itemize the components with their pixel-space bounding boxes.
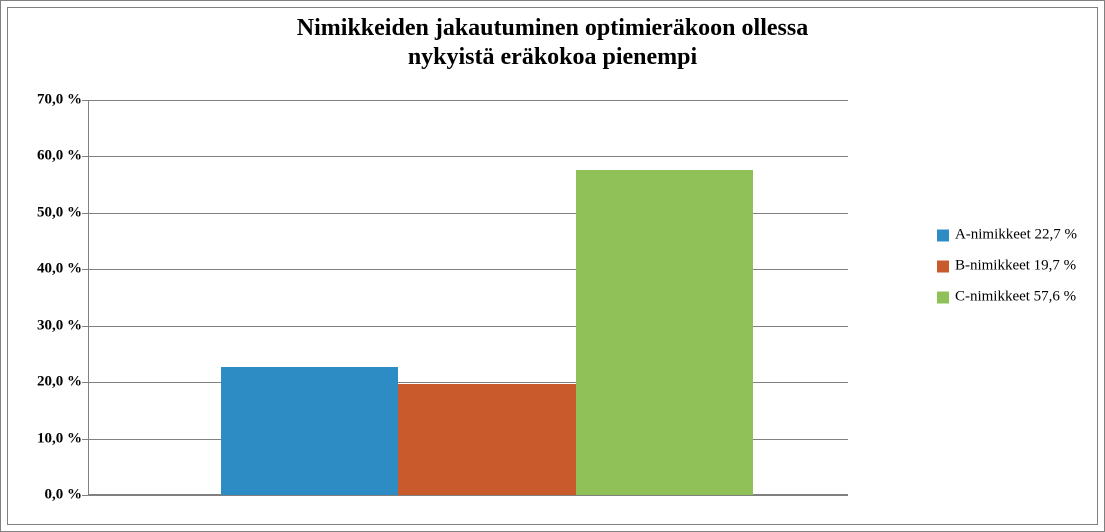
legend-label: A-nimikkeet 22,7 % xyxy=(955,227,1077,244)
legend-label: B-nimikkeet 19,7 % xyxy=(955,258,1076,275)
gridline xyxy=(88,156,848,157)
y-tick-label: 0,0 % xyxy=(45,487,89,504)
plot-area: 0,0 %10,0 %20,0 %30,0 %40,0 %50,0 %60,0 … xyxy=(88,100,848,495)
chart-frame: Nimikkeiden jakautuminen optimieräkoon o… xyxy=(7,7,1098,525)
y-tick-label: 30,0 % xyxy=(37,317,88,334)
legend-swatch xyxy=(937,229,949,241)
legend-item: A-nimikkeet 22,7 % xyxy=(937,227,1077,244)
bar-a-nimikkeet xyxy=(221,367,398,495)
legend: A-nimikkeet 22,7 % B-nimikkeet 19,7 % C-ni… xyxy=(937,213,1077,320)
y-tick-label: 10,0 % xyxy=(37,430,88,447)
chart-title-line2: nykyistä eräkokoa pienempi xyxy=(408,44,697,70)
bar-b-nimikkeet xyxy=(398,384,575,495)
legend-swatch xyxy=(937,291,949,303)
legend-label: C-nimikkeet 57,6 % xyxy=(955,289,1076,306)
y-tick-label: 20,0 % xyxy=(37,374,88,391)
gridline xyxy=(88,100,848,101)
legend-item: B-nimikkeet 19,7 % xyxy=(937,258,1077,275)
y-axis xyxy=(88,100,89,495)
y-tick-label: 40,0 % xyxy=(37,261,88,278)
y-tick-label: 60,0 % xyxy=(37,148,88,165)
legend-item: C-nimikkeet 57,6 % xyxy=(937,289,1077,306)
chart-title-line1: Nimikkeiden jakautuminen optimieräkoon o… xyxy=(297,15,808,41)
legend-swatch xyxy=(937,260,949,272)
chart-title: Nimikkeiden jakautuminen optimieräkoon o… xyxy=(8,14,1097,72)
outer-frame: Nimikkeiden jakautuminen optimieräkoon o… xyxy=(0,0,1105,532)
gridline xyxy=(88,495,848,496)
y-tick-label: 70,0 % xyxy=(37,92,88,109)
y-tick-label: 50,0 % xyxy=(37,204,88,221)
plot-region: 0,0 %10,0 %20,0 %30,0 %40,0 %50,0 %60,0 … xyxy=(88,100,848,495)
bar-c-nimikkeet xyxy=(576,170,753,495)
